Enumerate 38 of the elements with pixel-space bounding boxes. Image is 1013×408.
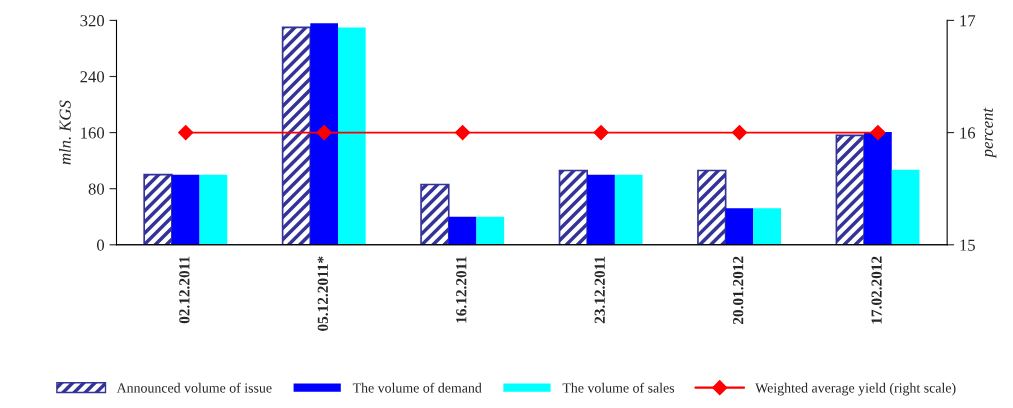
x-tick-label: 17.02.2012 xyxy=(871,256,882,324)
y2-tick-label: 17 xyxy=(960,15,976,27)
bar xyxy=(835,134,865,245)
bar xyxy=(143,173,173,245)
bar xyxy=(448,216,477,245)
x-tick-label: 05.12.2011* xyxy=(317,256,329,331)
bar xyxy=(420,183,450,245)
y-tick-label: 240 xyxy=(80,71,105,83)
bar xyxy=(614,174,643,245)
x-tick-label: 16.12.2011 xyxy=(456,256,467,323)
y-tick-label: 160 xyxy=(81,127,105,139)
x-tick-label: 20.01.2012 xyxy=(733,256,744,325)
bar xyxy=(476,216,505,245)
bar xyxy=(199,174,228,245)
bar xyxy=(310,23,338,245)
x-tick-label: 02.12.2011 xyxy=(179,256,190,324)
bar xyxy=(891,169,920,245)
legend-label: The volume of sales xyxy=(562,382,675,393)
bar xyxy=(587,174,615,245)
y2-tick-label: 15 xyxy=(960,239,975,251)
y-tick-label: 320 xyxy=(80,15,105,27)
bar xyxy=(558,169,589,245)
bar xyxy=(725,208,754,245)
legend-label: Announced volume of issue xyxy=(116,382,272,393)
y2-axis-title: percent xyxy=(983,107,997,159)
bar xyxy=(697,169,727,245)
bar xyxy=(281,26,312,245)
y-tick-label: 0 xyxy=(96,239,105,251)
bar xyxy=(171,174,200,245)
legend-label: The volume of demand xyxy=(352,382,482,393)
x-tick-label: 23.12.2011 xyxy=(594,256,605,324)
y-axis-title: mln. KGS xyxy=(59,100,71,165)
bar xyxy=(753,208,782,245)
legend-label: Weighted average yield (right scale) xyxy=(755,382,956,396)
y-tick-label: 80 xyxy=(88,183,105,195)
bar xyxy=(338,27,366,245)
y2-tick-label: 16 xyxy=(960,127,976,139)
bar xyxy=(864,131,892,245)
